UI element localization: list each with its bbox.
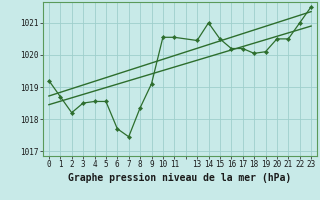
X-axis label: Graphe pression niveau de la mer (hPa): Graphe pression niveau de la mer (hPa) — [68, 173, 292, 183]
